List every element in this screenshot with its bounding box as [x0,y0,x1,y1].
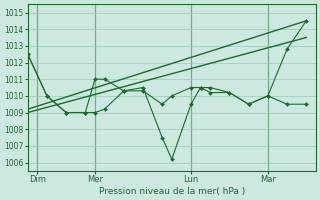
X-axis label: Pression niveau de la mer( hPa ): Pression niveau de la mer( hPa ) [99,187,245,196]
